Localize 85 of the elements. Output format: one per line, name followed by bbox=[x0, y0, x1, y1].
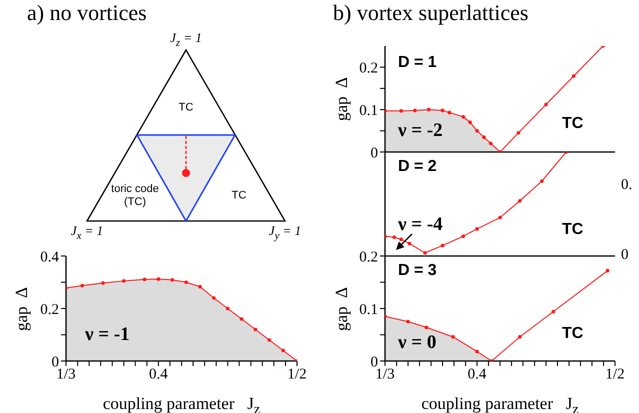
point bbox=[399, 238, 403, 242]
point bbox=[240, 317, 244, 321]
point bbox=[142, 278, 146, 282]
point bbox=[281, 348, 285, 352]
x-tick-label: 1/3 bbox=[56, 366, 76, 383]
point bbox=[516, 131, 520, 135]
point bbox=[606, 268, 610, 272]
point bbox=[101, 281, 105, 285]
point bbox=[423, 251, 427, 255]
point bbox=[212, 296, 216, 300]
text: 0. bbox=[621, 177, 632, 194]
text: J$_{y}$ = 1 bbox=[268, 223, 302, 243]
x-tick-label: 0.4 bbox=[149, 366, 168, 383]
annotation: TC bbox=[562, 115, 584, 133]
annotation: ν = -1 bbox=[85, 324, 130, 346]
y-axis-title: gap Δ bbox=[332, 286, 352, 330]
point bbox=[426, 108, 431, 112]
annotation: ν = -4 bbox=[398, 214, 443, 236]
point bbox=[468, 120, 472, 124]
x-tick-label: 1/2 bbox=[605, 366, 625, 383]
x-tick-label: 1/3 bbox=[375, 366, 395, 383]
point bbox=[448, 110, 452, 114]
x-tick-label: 1/2 bbox=[287, 366, 307, 383]
annotation: TC bbox=[562, 221, 584, 239]
point bbox=[80, 284, 84, 288]
point bbox=[451, 335, 455, 339]
annotation: D = 2 bbox=[398, 158, 437, 176]
text: a) no vortices bbox=[27, 0, 147, 26]
annotation: ν = 0 bbox=[398, 332, 436, 354]
text: TC bbox=[178, 101, 194, 115]
point bbox=[461, 234, 466, 238]
line-series bbox=[385, 46, 605, 152]
point bbox=[540, 179, 544, 183]
y-tick-label: 0.1 bbox=[359, 102, 378, 119]
point bbox=[413, 108, 417, 112]
text: J$_{x}$ = 1 bbox=[70, 223, 104, 243]
text: J$_{z}$ = 1 bbox=[169, 30, 203, 50]
point bbox=[518, 335, 522, 339]
point bbox=[122, 279, 126, 283]
point bbox=[392, 235, 396, 240]
text: TC bbox=[230, 189, 248, 203]
point bbox=[518, 199, 522, 203]
point bbox=[226, 306, 230, 310]
y-tick-label: 0.2 bbox=[359, 249, 378, 266]
annotation: TC bbox=[562, 325, 584, 343]
x-axis-title: coupling parameter J$_{z}$ bbox=[421, 394, 579, 413]
point bbox=[572, 74, 576, 78]
point bbox=[475, 129, 479, 133]
point bbox=[440, 244, 444, 248]
point bbox=[461, 115, 466, 119]
x-axis-title: coupling parameter J$_{z}$ bbox=[102, 394, 260, 413]
point bbox=[482, 135, 486, 139]
point bbox=[408, 242, 412, 246]
annotation: D = 3 bbox=[398, 262, 437, 280]
y-tick-label: 0.2 bbox=[359, 60, 378, 77]
y-tick-label: 0.1 bbox=[359, 302, 378, 318]
chart-title: b) vortex superlattices bbox=[333, 0, 528, 26]
point bbox=[552, 310, 556, 314]
point bbox=[170, 278, 174, 282]
annotation: ν = -2 bbox=[398, 120, 443, 142]
point bbox=[184, 280, 188, 284]
point bbox=[489, 142, 493, 146]
text: 0 bbox=[621, 247, 628, 264]
annotation: D = 1 bbox=[398, 54, 437, 72]
y-tick-label: 0 bbox=[370, 354, 378, 370]
y-tick-label: 0 bbox=[370, 145, 378, 162]
point bbox=[156, 277, 160, 281]
y-tick-label: 0.4 bbox=[40, 249, 60, 266]
x-tick-label: 0.4 bbox=[468, 366, 487, 383]
point bbox=[475, 227, 479, 231]
y-axis-title: gap Δ bbox=[332, 77, 352, 121]
text: toric code (TC) bbox=[110, 182, 160, 210]
y-axis-title: gap Δ bbox=[12, 286, 32, 330]
point bbox=[440, 108, 444, 112]
point bbox=[544, 102, 548, 106]
point bbox=[406, 320, 410, 324]
point bbox=[254, 328, 258, 332]
point bbox=[498, 216, 502, 220]
point bbox=[267, 338, 272, 342]
point bbox=[399, 109, 403, 113]
point bbox=[424, 326, 428, 330]
point bbox=[198, 284, 202, 289]
point bbox=[475, 350, 479, 354]
y-tick-label: 0 bbox=[52, 354, 59, 370]
y-tick-label: 0.2 bbox=[40, 302, 59, 318]
